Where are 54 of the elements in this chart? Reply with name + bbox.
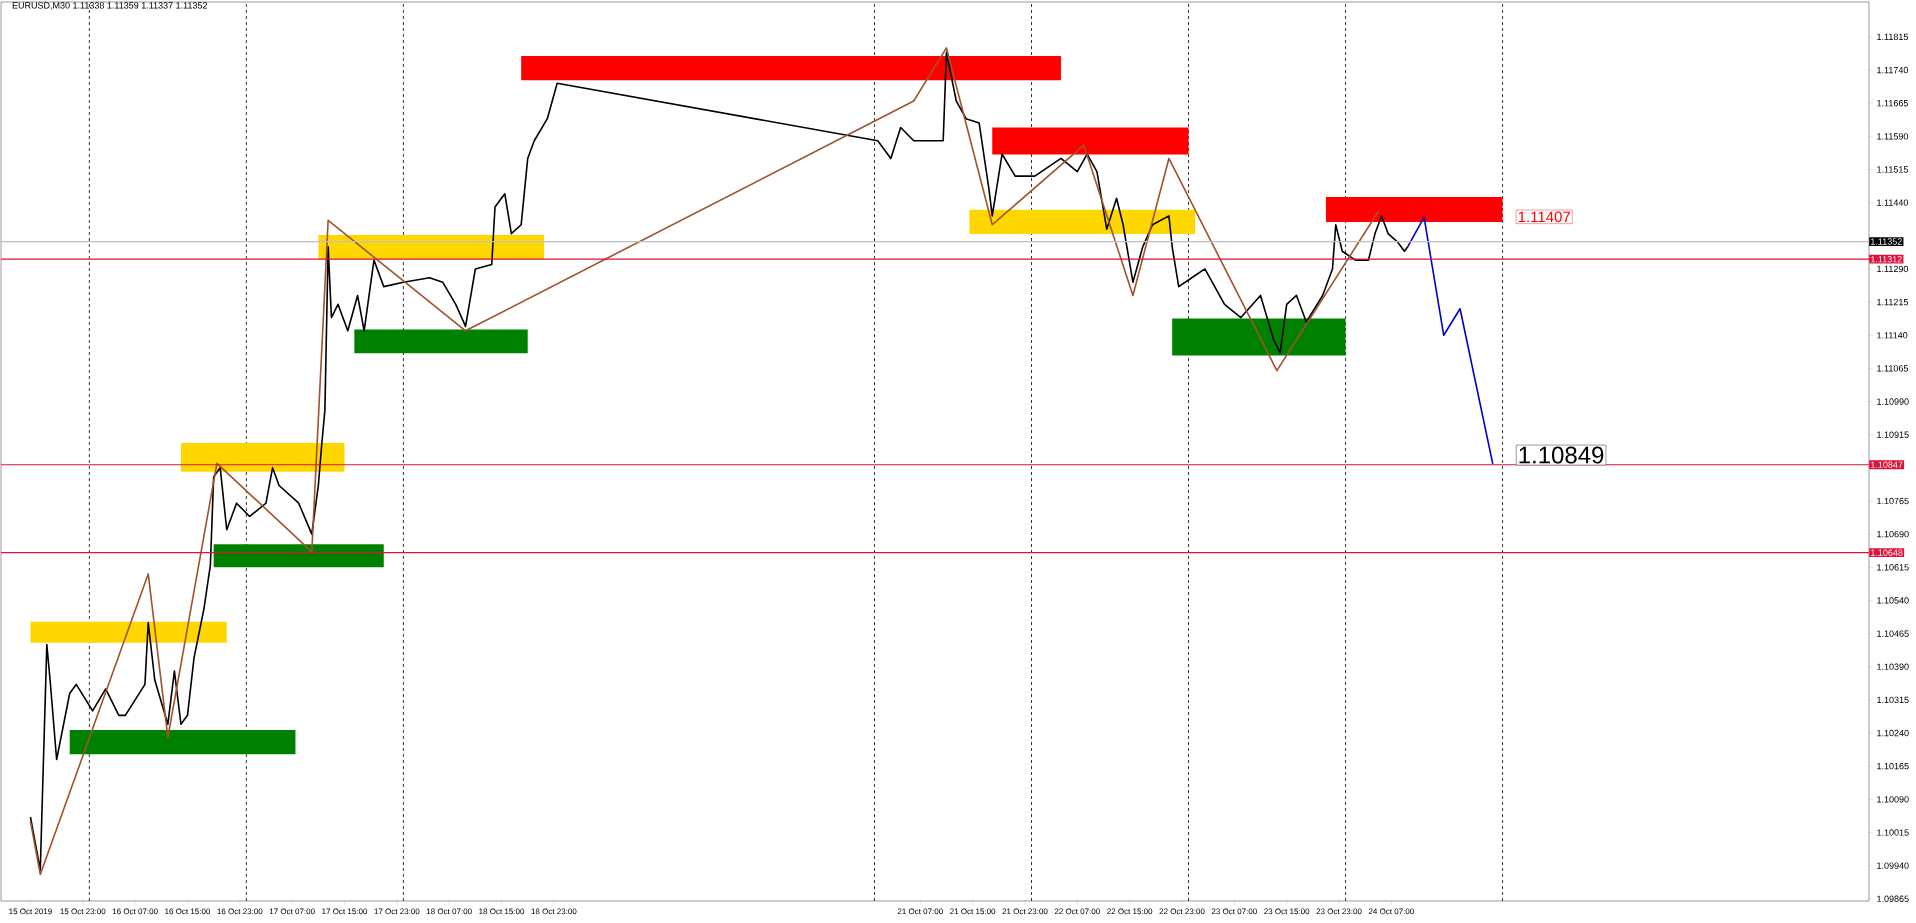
x-tick-label: 21 Oct 15:00 — [950, 908, 996, 915]
y-tick-label: 1.10765 — [1877, 497, 1909, 505]
y-tick-label: 1.10240 — [1877, 729, 1909, 737]
x-tick-label: 18 Oct 07:00 — [426, 908, 472, 915]
ref-line-label: 1.10847 — [1871, 461, 1903, 468]
y-tick-label: 1.11440 — [1877, 199, 1909, 206]
ref-line-label: 1.11312 — [1871, 256, 1902, 263]
y-tick-label: 1.10615 — [1877, 564, 1909, 571]
y-tick-label: 1.10165 — [1877, 762, 1909, 770]
y-tick-label: 1.11515 — [1877, 166, 1908, 173]
x-tick-label: 23 Oct 07:00 — [1211, 908, 1257, 915]
y-tick-label: 1.11590 — [1877, 133, 1909, 140]
y-tick-label: 1.11740 — [1877, 66, 1909, 74]
y-tick-label: 1.09940 — [1877, 862, 1909, 869]
x-tick-label: 15 Oct 2019 — [9, 908, 52, 915]
y-tick-label: 1.11215 — [1877, 298, 1908, 306]
x-tick-label: 23 Oct 23:00 — [1316, 908, 1362, 915]
y-tick-label: 1.10990 — [1877, 398, 1909, 405]
x-tick-label: 18 Oct 23:00 — [531, 908, 577, 915]
y-tick-label: 1.11140 — [1877, 332, 1908, 339]
ref-line-label: 1.11352 — [1871, 238, 1902, 245]
y-tick-label: 1.10915 — [1877, 431, 1909, 438]
x-tick-label: 16 Oct 07:00 — [112, 908, 158, 915]
x-tick-label: 22 Oct 07:00 — [1054, 908, 1100, 915]
x-tick-label: 17 Oct 15:00 — [322, 908, 368, 915]
chart-title: EURUSD,M30 1.11338 1.11359 1.11337 1.11352 — [12, 2, 207, 10]
y-tick-label: 1.09865 — [1877, 895, 1909, 902]
x-tick-label: 22 Oct 15:00 — [1107, 908, 1153, 915]
y-tick-label: 1.11665 — [1877, 100, 1908, 107]
y-tick-label: 1.10540 — [1877, 597, 1909, 604]
x-tick-label: 21 Oct 23:00 — [1002, 908, 1048, 915]
annotation: 1.10849 — [1519, 446, 1604, 464]
x-tick-label: 21 Oct 07:00 — [897, 908, 943, 915]
x-tick-label: 16 Oct 23:00 — [217, 908, 263, 915]
x-tick-label: 16 Oct 15:00 — [165, 908, 211, 915]
y-tick-label: 1.10390 — [1877, 663, 1909, 670]
y-tick-label: 1.11290 — [1877, 265, 1909, 273]
line-series — [1406, 216, 1494, 465]
x-tick-label: 23 Oct 15:00 — [1264, 908, 1310, 915]
x-tick-label: 15 Oct 23:00 — [60, 908, 106, 915]
x-tick-label: 17 Oct 07:00 — [269, 908, 315, 915]
y-tick-label: 1.11065 — [1877, 365, 1908, 372]
annotation: 1.11407 — [1518, 211, 1570, 223]
y-tick-label: 1.10315 — [1877, 696, 1909, 704]
x-tick-label: 17 Oct 23:00 — [374, 908, 420, 915]
x-tick-label: 24 Oct 07:00 — [1368, 908, 1414, 915]
ref-line-label: 1.10648 — [1871, 549, 1903, 556]
y-tick-label: 1.10090 — [1877, 796, 1909, 803]
y-tick-label: 1.10690 — [1877, 530, 1909, 538]
x-tick-label: 22 Oct 23:00 — [1159, 908, 1205, 915]
x-tick-label: 18 Oct 15:00 — [479, 908, 525, 915]
y-tick-label: 1.10015 — [1877, 829, 1909, 836]
y-tick-label: 1.11815 — [1877, 33, 1908, 41]
y-tick-label: 1.10465 — [1877, 630, 1909, 637]
